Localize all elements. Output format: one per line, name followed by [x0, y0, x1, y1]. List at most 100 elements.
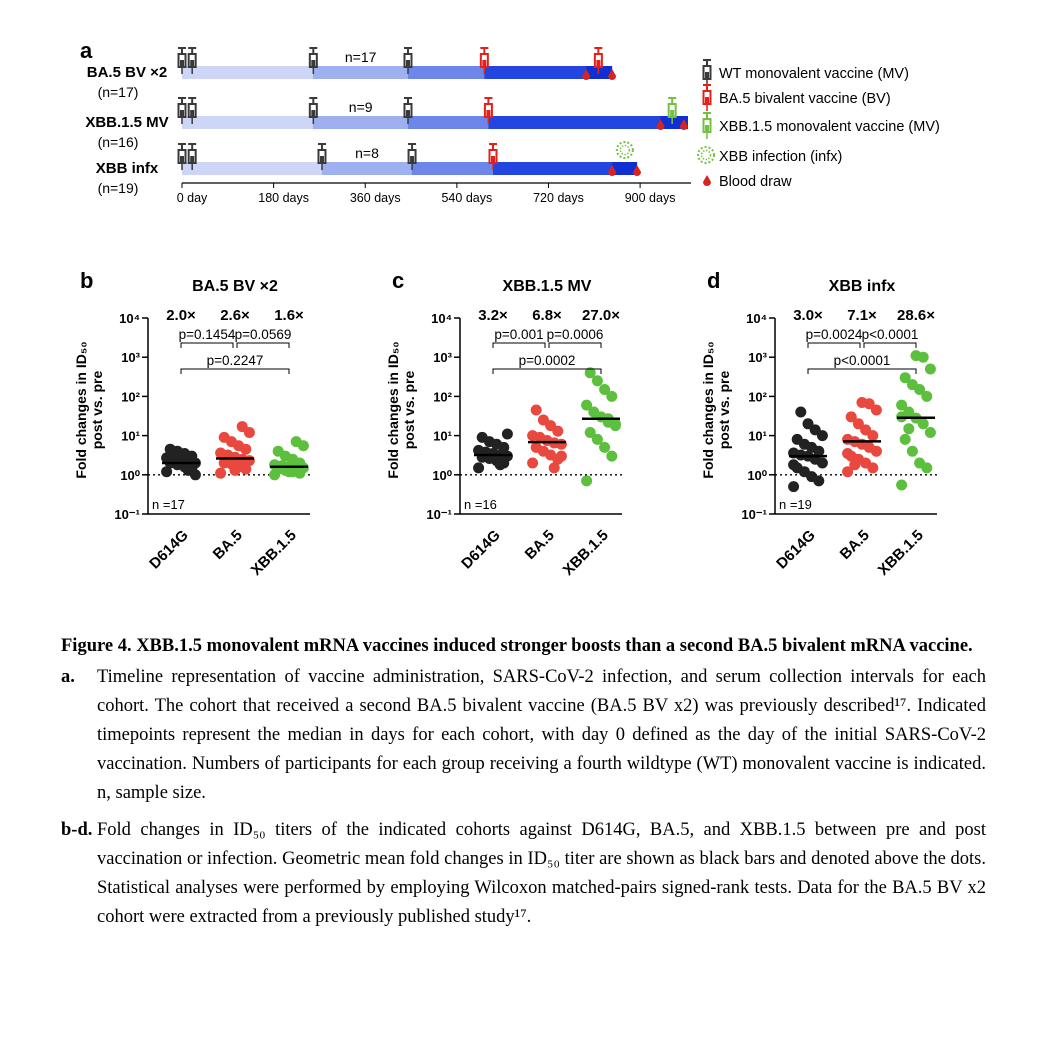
virus-core: [700, 149, 712, 161]
data-point: [530, 404, 542, 416]
fluid: [190, 156, 195, 162]
syringe: [488, 143, 498, 170]
mean-label: 6.8×: [532, 307, 562, 324]
data-point: [842, 466, 854, 478]
timeline-segment: [407, 66, 485, 79]
y-tick-label: 10³: [433, 350, 452, 365]
data-point: [849, 459, 861, 471]
blood-draw: [679, 119, 688, 130]
data-point: [164, 443, 176, 455]
syringe: [317, 143, 327, 170]
data-point: [537, 414, 549, 426]
timeline-segment: [182, 116, 314, 129]
fluid: [405, 60, 410, 66]
significance-bracket: [492, 368, 602, 374]
x-tick-label: 720 days: [533, 191, 584, 205]
data-point: [555, 450, 567, 462]
data-point: [788, 459, 800, 471]
significance-bracket: [180, 342, 234, 348]
caption-item: b-d. Fold changes in ID₅₀ titers of the i…: [61, 816, 986, 932]
y-tick-label: 10²: [748, 389, 767, 404]
data-point: [852, 418, 864, 430]
fluid: [670, 110, 675, 116]
fluid: [180, 110, 184, 116]
data-point: [903, 423, 915, 435]
timeline-segment: [182, 162, 322, 175]
infection: [615, 141, 634, 159]
syringe: [403, 47, 413, 74]
y-tick-label: 10⁻¹: [426, 507, 452, 522]
sample-size: n =19: [779, 497, 812, 512]
virus-ring: [697, 146, 715, 164]
cohort-name: XBB.1.5 MV: [85, 114, 168, 131]
fluid: [180, 60, 184, 66]
x-tick-label: BA.5: [837, 527, 873, 563]
syringe: [187, 143, 197, 170]
caption-item: a. Timeline representation of vaccine adm…: [61, 663, 986, 808]
panel-title: BA.5 BV ×2: [192, 278, 278, 295]
significance-bracket: [180, 368, 290, 374]
y-tick-label: 10³: [121, 350, 140, 365]
panel-title: XBB.1.5 MV: [503, 278, 592, 295]
legend-label: WT monovalent vaccine (MV): [719, 66, 909, 82]
data-point: [914, 457, 926, 469]
data-point: [290, 436, 302, 448]
data-point: [924, 426, 936, 438]
data-point: [842, 447, 854, 459]
data-point: [845, 411, 857, 423]
cohort-name: XBB infx: [96, 160, 159, 177]
data-point: [588, 406, 600, 418]
timeline-segment: [182, 66, 314, 79]
syringe: [667, 97, 677, 124]
fluid: [410, 156, 415, 162]
cohort-row: [177, 141, 642, 176]
data-point: [530, 441, 542, 453]
y-axis-label: post vs. pre: [716, 371, 732, 450]
y-axis-label: post vs. pre: [89, 371, 105, 450]
mean-label: 7.1×: [847, 307, 877, 324]
data-point: [272, 445, 284, 457]
item-label: a.: [61, 667, 75, 687]
data-point: [795, 406, 807, 418]
panel-label: b: [80, 268, 93, 293]
y-tick-label: 10²: [121, 389, 140, 404]
caption-title: Figure 4. XBB.1.5 monovalent mRNA vaccin…: [61, 636, 973, 656]
data-point: [924, 363, 936, 375]
data-point: [161, 466, 173, 478]
data-point: [218, 431, 230, 443]
fluid: [405, 110, 410, 116]
data-point: [791, 433, 803, 445]
mean-label: 28.6×: [897, 307, 935, 324]
y-tick-label: 10¹: [433, 429, 452, 444]
fluid: [190, 110, 195, 116]
syringe: [593, 47, 603, 74]
mean-label: 3.0×: [793, 307, 823, 324]
data-point: [584, 367, 596, 379]
figure: a BA.5 BV ×2 (n=17) n=17 XBB.1.5 MV (n=16) n=…: [73, 38, 940, 579]
legend-label: BA.5 bivalent vaccine (BV): [719, 91, 891, 107]
x-tick-label: D614G: [773, 527, 819, 573]
p-value: p=0.0024: [806, 327, 863, 342]
data-point: [473, 462, 485, 474]
data-point: [581, 475, 593, 487]
y-axis-label: Fold changes in ID₅₀: [73, 341, 89, 478]
cohort-size: (n=17): [98, 84, 139, 100]
virus-ring: [615, 141, 634, 159]
data-point: [906, 445, 918, 457]
panel-label: d: [707, 268, 720, 293]
blood-draw: [656, 119, 665, 130]
data-point: [809, 424, 821, 436]
data-point: [269, 459, 281, 471]
timeline-segment: [407, 116, 489, 129]
data-point: [788, 481, 800, 493]
significance-bracket: [492, 342, 546, 348]
data-point: [599, 441, 611, 453]
cohort-name: BA.5 BV ×2: [87, 64, 167, 81]
y-tick-label: 10⁻¹: [741, 507, 767, 522]
y-tick-label: 10⁰: [432, 468, 452, 483]
fluid: [180, 156, 184, 162]
p-value: p<0.0001: [862, 327, 919, 342]
data-point: [175, 451, 187, 463]
y-axis-label: Fold changes in ID₅₀: [700, 341, 716, 478]
data-point: [215, 467, 227, 479]
